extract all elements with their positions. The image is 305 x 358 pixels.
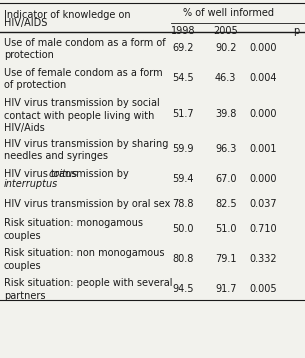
Text: 78.8: 78.8 bbox=[172, 199, 194, 209]
Text: 2005: 2005 bbox=[213, 26, 238, 36]
Text: 59.9: 59.9 bbox=[172, 144, 194, 154]
Text: 91.7: 91.7 bbox=[215, 284, 236, 294]
Text: 94.5: 94.5 bbox=[172, 284, 194, 294]
Text: p: p bbox=[293, 26, 299, 36]
Text: Indicator of knowledge on: Indicator of knowledge on bbox=[4, 10, 130, 20]
Text: 51.7: 51.7 bbox=[172, 109, 194, 119]
Text: coitus: coitus bbox=[48, 169, 78, 179]
Text: HIV/AIDS: HIV/AIDS bbox=[4, 18, 47, 28]
Text: 50.0: 50.0 bbox=[172, 224, 194, 234]
Text: 59.4: 59.4 bbox=[172, 174, 194, 184]
Text: 90.2: 90.2 bbox=[215, 43, 236, 53]
Text: interruptus: interruptus bbox=[4, 179, 58, 189]
Text: HIV virus transmission by sharing
needles and syringes: HIV virus transmission by sharing needle… bbox=[4, 139, 168, 161]
Text: 0.004: 0.004 bbox=[249, 73, 277, 83]
Text: Risk situation: people with several
partners: Risk situation: people with several part… bbox=[4, 278, 172, 301]
Text: 0.332: 0.332 bbox=[249, 254, 277, 264]
Text: 54.5: 54.5 bbox=[172, 73, 194, 83]
Text: 0.037: 0.037 bbox=[249, 199, 277, 209]
Text: Use of female condom as a form
of protection: Use of female condom as a form of protec… bbox=[4, 68, 162, 91]
Text: 46.3: 46.3 bbox=[215, 73, 236, 83]
Text: Risk situation: monogamous
couples: Risk situation: monogamous couples bbox=[4, 218, 143, 241]
Text: 0.710: 0.710 bbox=[249, 224, 277, 234]
Text: 0.000: 0.000 bbox=[249, 174, 277, 184]
Text: HIV virus transmission by social
contact with people living with
HIV/Aids: HIV virus transmission by social contact… bbox=[4, 98, 160, 133]
Text: 67.0: 67.0 bbox=[215, 174, 236, 184]
Text: HIV virus transmission by oral sex: HIV virus transmission by oral sex bbox=[4, 199, 170, 209]
Text: HIV virus transmission by: HIV virus transmission by bbox=[4, 169, 131, 179]
Text: 0.005: 0.005 bbox=[249, 284, 277, 294]
Text: 0.000: 0.000 bbox=[249, 109, 277, 119]
Text: Use of male condom as a form of
protection: Use of male condom as a form of protecti… bbox=[4, 38, 165, 61]
Text: 0.000: 0.000 bbox=[249, 43, 277, 53]
Text: % of well informed: % of well informed bbox=[183, 8, 274, 18]
Text: 82.5: 82.5 bbox=[215, 199, 236, 209]
Text: 51.0: 51.0 bbox=[215, 224, 236, 234]
Text: 96.3: 96.3 bbox=[215, 144, 236, 154]
Text: Risk situation: non monogamous
couples: Risk situation: non monogamous couples bbox=[4, 248, 164, 271]
Text: 1998: 1998 bbox=[171, 26, 195, 36]
Text: 79.1: 79.1 bbox=[215, 254, 236, 264]
Text: 69.2: 69.2 bbox=[172, 43, 194, 53]
Text: 0.001: 0.001 bbox=[249, 144, 277, 154]
Text: 80.8: 80.8 bbox=[172, 254, 194, 264]
Text: 39.8: 39.8 bbox=[215, 109, 236, 119]
